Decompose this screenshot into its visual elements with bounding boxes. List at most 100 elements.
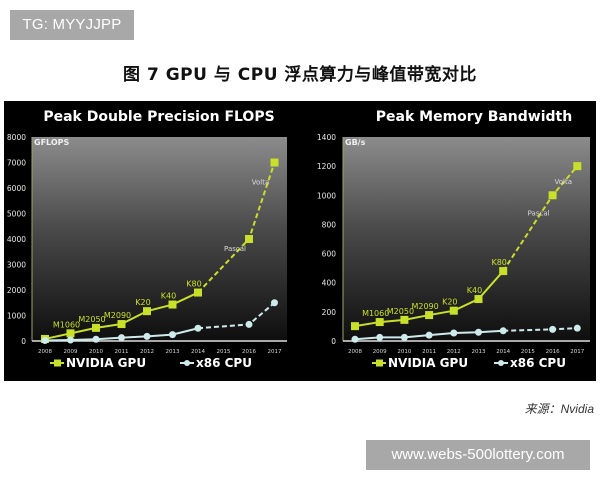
legend-gpu-marker: [54, 359, 61, 367]
cpu-marker: [118, 334, 125, 342]
legend-gpu-label: NVIDIA GPU: [388, 356, 468, 370]
x-tick-label: 2014: [191, 349, 205, 355]
charts-svg: Peak Double Precision FLOPS GFLOPS 0 1000 20…: [7, 109, 590, 370]
point-label: K80: [491, 258, 506, 267]
gpu-marker: [194, 288, 202, 297]
gpu-marker: [92, 323, 100, 332]
x-tick-label: 2016: [546, 349, 560, 355]
x-tick-label: 2011: [422, 349, 436, 355]
legend: NVIDIA GPU x86 CPU: [50, 356, 252, 370]
y-tick-label: 6000: [7, 184, 26, 193]
x-tick-label: 2012: [140, 349, 154, 355]
source-caption: 来源：Nvidia: [524, 402, 594, 416]
y-tick-label: 200: [322, 308, 337, 317]
point-label: M1060: [362, 309, 389, 318]
point-label: K40: [467, 286, 482, 295]
gpu-marker: [474, 295, 483, 304]
x-tick-label: 2010: [89, 349, 103, 355]
cpu-marker: [425, 331, 433, 339]
y-tick-label: 800: [322, 220, 337, 229]
point-label: M2090: [104, 311, 131, 320]
legend-gpu-marker: [376, 359, 383, 367]
y-tick-label: 2000: [7, 286, 26, 295]
cpu-marker: [400, 333, 408, 341]
gpu-marker: [499, 267, 508, 276]
y-tick-label: 1400: [317, 133, 336, 142]
figure-title: 图 7 GPU 与 CPU 浮点算力与峰值带宽对比: [123, 65, 477, 85]
point-label: K20: [135, 298, 150, 307]
gpu-marker: [117, 320, 126, 329]
point-label: M2050: [387, 307, 414, 316]
cpu-marker: [194, 324, 202, 332]
y-tick-label: 8000: [7, 133, 26, 142]
x-tick-label: 2017: [570, 349, 584, 355]
cpu-marker: [169, 331, 176, 339]
gpu-marker: [425, 311, 434, 320]
legend-cpu-label: x86 CPU: [510, 356, 566, 370]
point-label: K80: [186, 280, 201, 289]
y-tick-label: 0: [21, 337, 26, 346]
gpu-marker: [548, 191, 557, 200]
cpu-marker: [143, 332, 151, 340]
x-tick-label: 2014: [496, 349, 510, 355]
x-tick-label: 2009: [64, 349, 78, 355]
cpu-marker: [573, 324, 581, 332]
gpu-marker: [66, 329, 75, 338]
watermark-bottom: www.webs-500lottery.com: [366, 440, 590, 470]
point-label: Volta: [555, 178, 573, 186]
point-label: K20: [442, 298, 457, 307]
cpu-marker: [245, 320, 253, 328]
cpu-marker: [549, 325, 557, 333]
y-tick-label: 1000: [7, 312, 26, 321]
gpu-marker: [400, 315, 409, 324]
cpu-marker: [41, 336, 49, 344]
gpu-marker: [270, 158, 279, 167]
gpu-marker: [168, 300, 177, 309]
gpu-marker: [143, 307, 151, 316]
y-tick-label: 0: [331, 337, 336, 346]
x-tick-label: 2016: [242, 349, 256, 355]
y-tick-label: 3000: [7, 261, 26, 270]
x-tick-label: 2008: [38, 349, 52, 355]
point-label: M1060: [53, 320, 80, 329]
gpu-marker: [573, 162, 582, 171]
point-label: Pascal: [528, 209, 550, 217]
x-tick-label: 2015: [217, 349, 231, 355]
x-tick-label: 2015: [521, 349, 535, 355]
y-unit-label: GFLOPS: [34, 138, 70, 147]
y-unit-label: GB/s: [345, 138, 366, 147]
legend-cpu-marker: [184, 360, 190, 366]
gpu-marker: [351, 322, 359, 331]
cpu-marker: [499, 327, 507, 335]
charts-panel: Peak Double Precision FLOPS GFLOPS 0 1000 20…: [4, 101, 596, 381]
chart-title: Peak Double Precision FLOPS: [43, 109, 274, 125]
x-tick-label: 2010: [397, 349, 411, 355]
gpu-marker: [245, 235, 253, 243]
x-tick-label: 2013: [166, 349, 180, 355]
y-tick-label: 600: [322, 250, 337, 259]
chart-bandwidth: Peak Memory Bandwidth GB/s 0 200 400 600 800 10…: [317, 109, 590, 370]
x-tick-label: 2017: [268, 349, 282, 355]
legend-cpu-label: x86 CPU: [196, 356, 252, 370]
legend-cpu-marker: [498, 360, 504, 366]
x-tick-label: 2012: [447, 349, 461, 355]
legend: NVIDIA GPU x86 CPU: [372, 356, 566, 370]
gpu-marker: [449, 306, 458, 315]
point-label: Pascal: [224, 245, 246, 253]
cpu-marker: [92, 335, 100, 343]
chart-flops: Peak Double Precision FLOPS GFLOPS 0 1000 20…: [7, 109, 287, 370]
y-tick-label: 4000: [7, 235, 26, 244]
point-label: Volta: [252, 179, 270, 187]
point-label: M2050: [78, 315, 105, 324]
y-tick-label: 7000: [7, 159, 26, 168]
watermark-top: TG: MYYJJPP: [10, 10, 134, 40]
legend-gpu-label: NVIDIA GPU: [66, 356, 146, 370]
chart-title: Peak Memory Bandwidth: [376, 109, 572, 125]
cpu-marker: [351, 335, 359, 343]
point-label: K40: [161, 292, 176, 301]
plot-area: [343, 137, 590, 341]
y-tick-label: 1000: [317, 191, 336, 200]
x-tick-label: 2008: [348, 349, 362, 355]
cpu-marker: [475, 328, 482, 336]
point-label: M2090: [411, 302, 438, 311]
